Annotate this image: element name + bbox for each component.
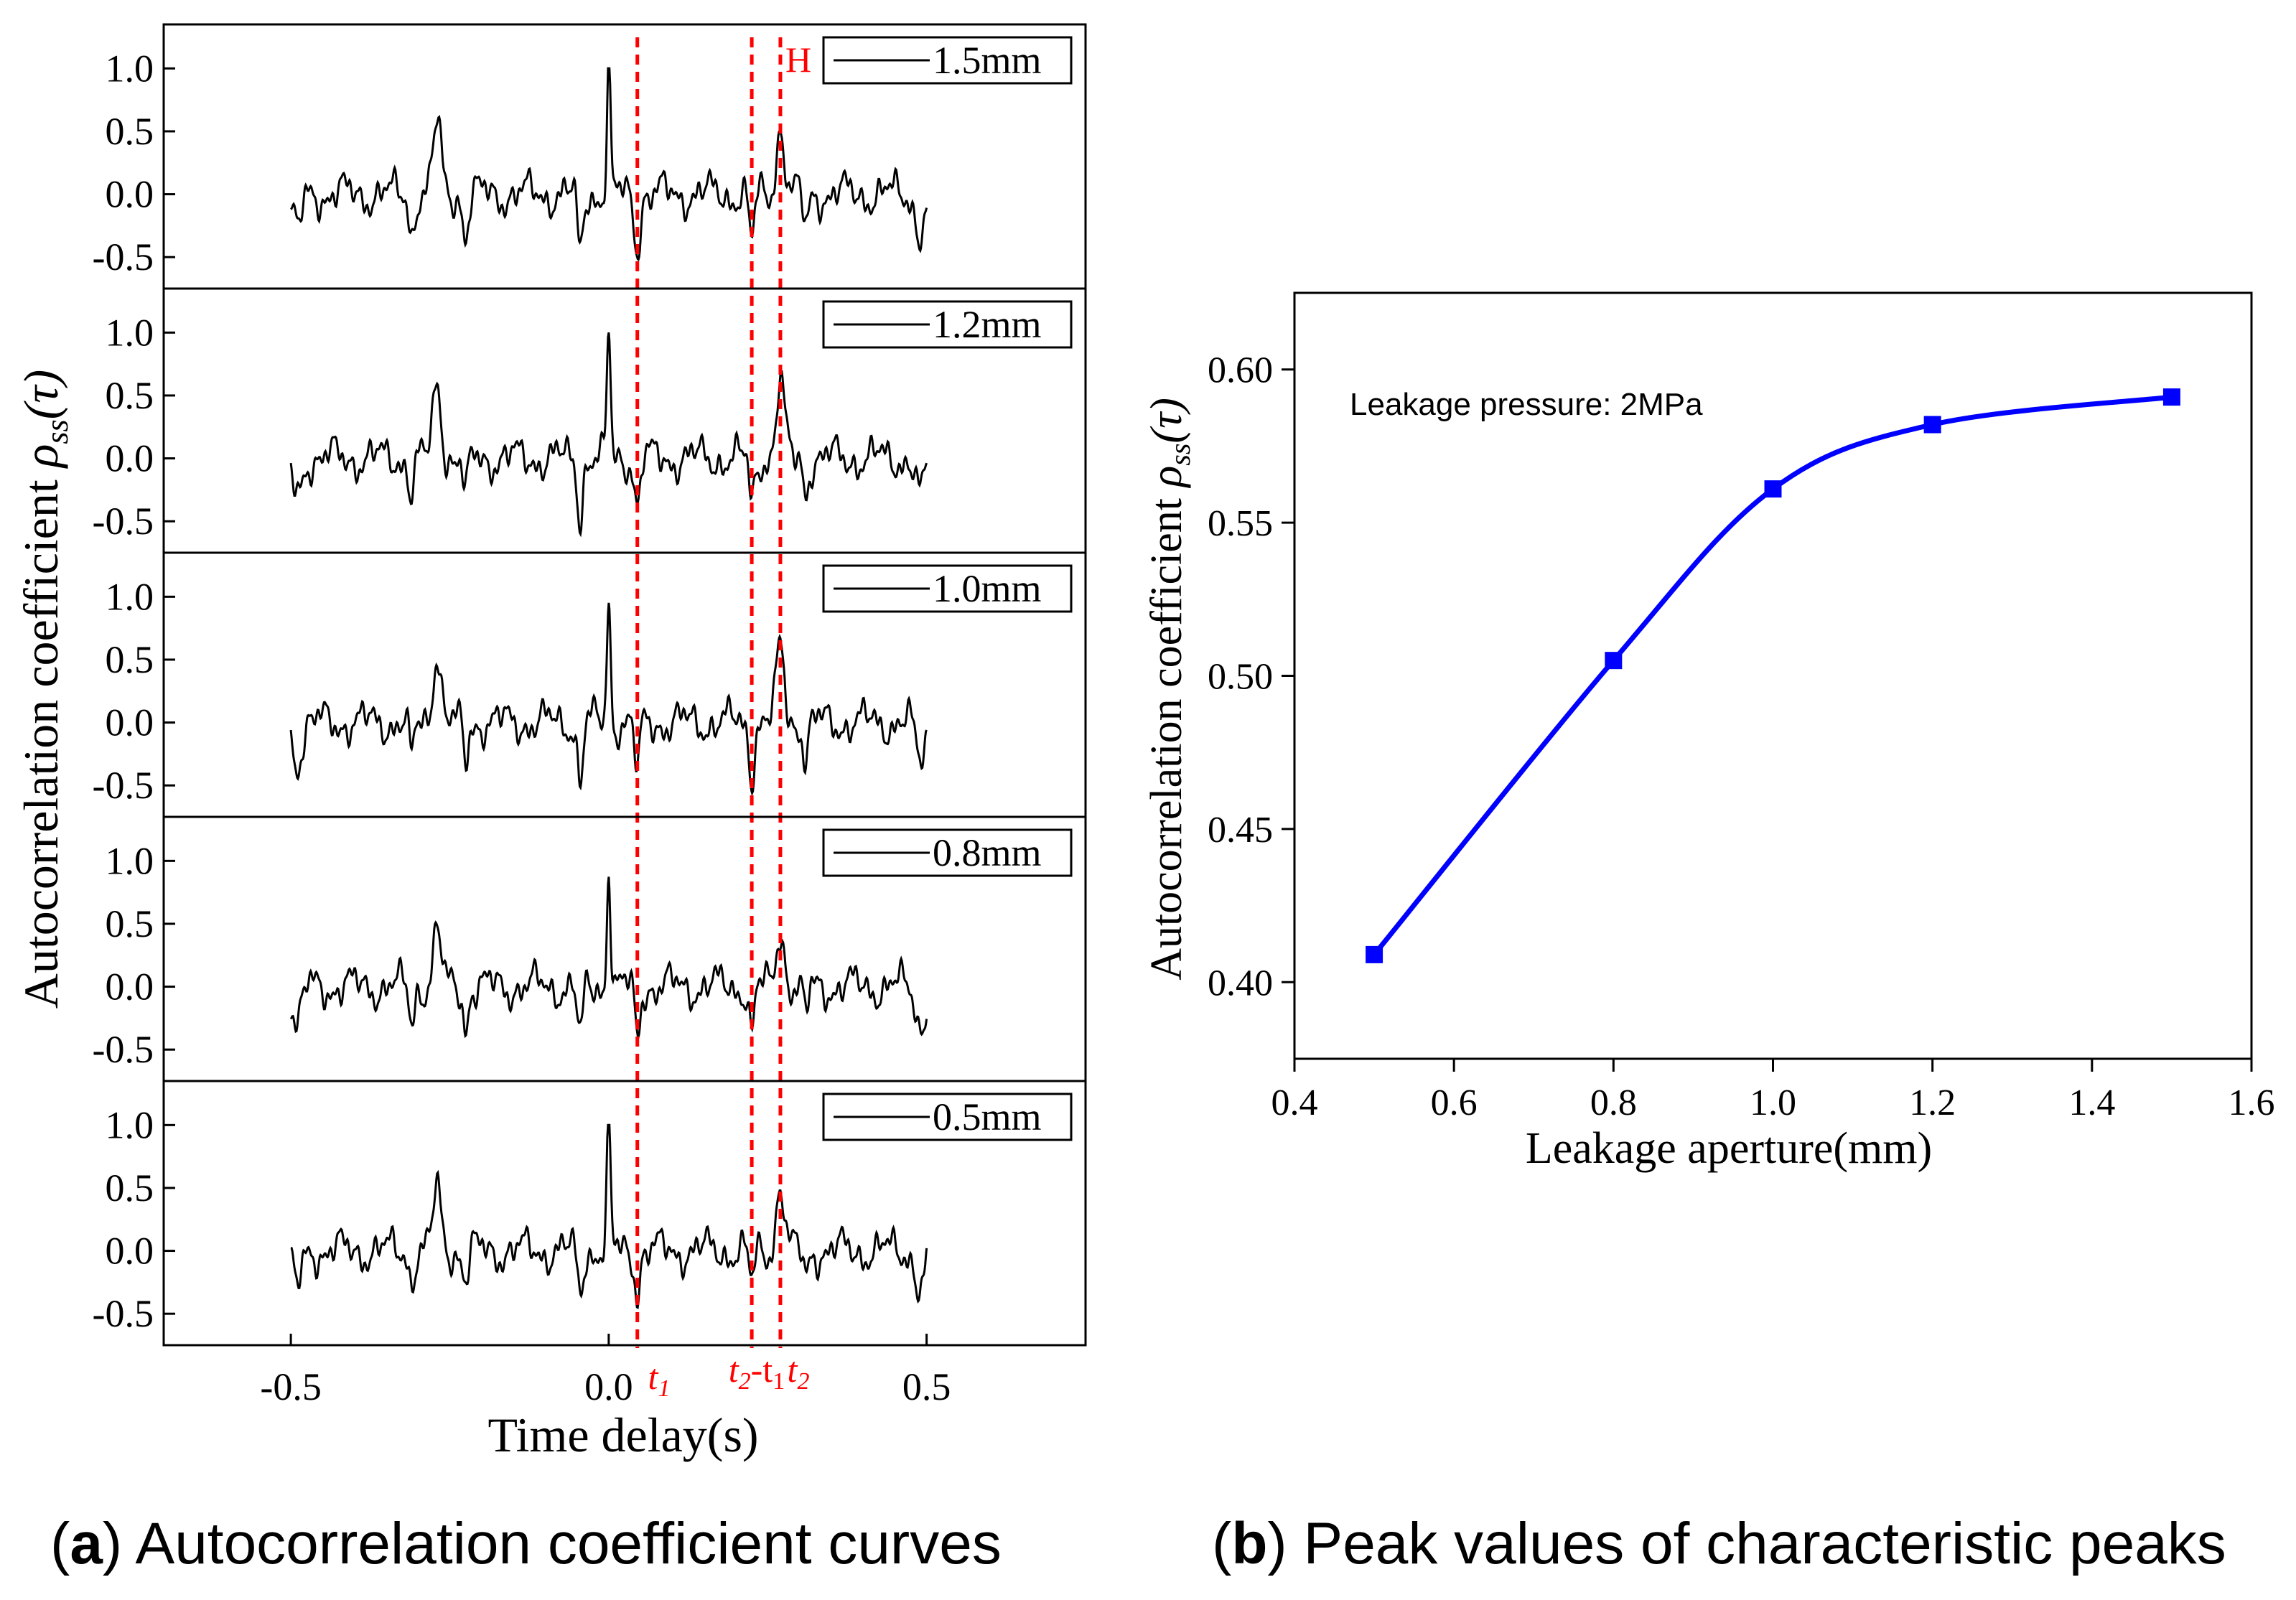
panel-b-y-tick-label: 0.45: [1208, 810, 1273, 851]
panel-b-point-0.8: [1605, 652, 1623, 670]
panel-a-y-ticks: -0.5 0.0 0.5 1.0 -0.5 0.0 0.5 1.0 -0.5 0.0 0.5 1.0 -…: [93, 47, 175, 1335]
panel-b-y-tick-label: 0.40: [1208, 963, 1273, 1003]
panel-a-y-tick-label: 1.0: [106, 311, 154, 354]
panel-b-x-tick-label: 1.0: [1750, 1082, 1796, 1123]
panel-a-y-tick-label: 0.0: [106, 173, 154, 216]
panel-b-series: [1366, 388, 2180, 963]
panel-a-frames: [162, 23, 1087, 1347]
panel-b-point-0.5: [1366, 945, 1383, 963]
panel-a-y-tick-label: 0.5: [106, 110, 154, 153]
panel-b-point-1: [1764, 480, 1782, 498]
panel-a-y-tick-label: 1.0: [106, 839, 154, 882]
panel-a-x-axis: -0.5 0.0 0.5: [260, 1334, 951, 1408]
panel-a-x-tick-label: -0.5: [260, 1365, 321, 1408]
peak-label-h: H: [785, 39, 811, 80]
panel-a-y-tick-label: 0.5: [106, 902, 154, 945]
panel-b-y-ticks: 0.40 0.45 0.50 0.55 0.60: [1208, 350, 1294, 1003]
panel-a-y-tick-label: 0.0: [106, 1230, 154, 1273]
panel-a-legend-label-1.2mm: 1.2mm: [933, 303, 1042, 346]
panel-a-x-tick-label: 0.0: [584, 1365, 633, 1408]
panel-a-legend-label-0.8mm: 0.8mm: [933, 831, 1042, 874]
marker-label-t2: t2: [788, 1349, 810, 1395]
panel-a-y-tick-label: -0.5: [93, 235, 154, 279]
panel-b-peak-values: 0.4 0.6 0.8 1.0 1.2 1.4 1.6 0.400.450.500.550.…: [1142, 291, 2275, 1173]
panel-a-frame-0.5mm: [162, 1080, 1087, 1347]
panel-b-x-tick-label: 0.4: [1271, 1082, 1318, 1123]
panel-a-legend-label-0.5mm: 0.5mm: [933, 1095, 1042, 1138]
panel-b-x-tick-label: 1.4: [2068, 1082, 2115, 1123]
panel-a-legend-label-1.5mm: 1.5mm: [933, 39, 1042, 82]
panel-a-y-tick-label: 0.5: [106, 374, 154, 417]
panel-b-point-1.2: [1923, 416, 1941, 434]
marker-label-t1: t1: [648, 1357, 671, 1402]
panel-a-x-tick-label: 0.5: [902, 1365, 951, 1408]
panel-b-x-axis-title: Leakage aperture(mm): [1526, 1124, 1932, 1173]
panel-a-curve-0.5mm: [290, 1123, 928, 1309]
panel-a-y-tick-label: 1.0: [106, 1103, 154, 1146]
panel-a-curve-1.2mm: [289, 332, 928, 538]
panel-a-x-axis-title: Time delay(s): [487, 1408, 758, 1462]
panel-a-y-tick-label: 0.5: [106, 1166, 154, 1210]
panel-a-legends: 1.5mm 1.2mm 1.0mm 0.8mm 0.5mm: [822, 36, 1073, 1141]
panel-a-curve-1.5mm: [290, 67, 928, 262]
caption-a: (a) Autocorrelation coefficient curves: [50, 1511, 1002, 1576]
panel-a-y-tick-label: -0.5: [93, 500, 154, 543]
panel-a-y-axis-title: Autocorrelation coefficient ρss(τ): [14, 370, 75, 1009]
panel-a-y-tick-label: 1.0: [106, 575, 154, 618]
panel-a-y-tick-label: 1.0: [106, 47, 154, 90]
panel-b-y-tick-label: 0.60: [1208, 350, 1273, 391]
panel-a-marker-lines: [635, 37, 783, 1348]
panel-a-legend-label-1.0mm: 1.0mm: [933, 567, 1042, 610]
panel-b-x-tick-label: 1.6: [2229, 1082, 2275, 1123]
panel-b-y-tick-label: 0.50: [1208, 657, 1273, 698]
panel-a-y-tick-label: 0.0: [106, 701, 154, 744]
marker-label-t2-minus-t1: t2-t1: [729, 1349, 785, 1395]
panel-a-y-tick-label: -0.5: [93, 1028, 154, 1071]
panel-b-x-tick-label: 0.8: [1590, 1082, 1637, 1123]
panel-b-x-tick-label: 1.2: [1909, 1082, 1956, 1123]
panel-a-curves-layer: [289, 67, 928, 1309]
panel-a-y-tick-label: 0.0: [106, 437, 154, 480]
panel-a-curve-0.8mm: [289, 876, 928, 1040]
panel-b-y-tick-label: 0.55: [1208, 503, 1273, 544]
panel-a-y-tick-label: 0.0: [106, 965, 154, 1009]
panel-a-autocorrelation-curves: -0.5 0.0 0.5 1.0 -0.5 0.0 0.5 1.0 -0.5 0.0 0.5 1.0 -…: [14, 23, 1087, 1462]
panel-a-y-tick-label: -0.5: [93, 1292, 154, 1335]
panel-b-y-axis-title: Autocorrelation coefficient ρss(τ): [1142, 398, 1196, 981]
panel-a-y-tick-label: 0.5: [106, 638, 154, 681]
panel-a-curve-1.0mm: [289, 602, 928, 797]
panel-b-annotation: Leakage pressure: 2MPa: [1350, 387, 1703, 422]
panel-b-x-tick-label: 0.6: [1431, 1082, 1478, 1123]
panel-b-series-line: [1372, 394, 2173, 957]
caption-b: (b) Peak values of characteristic peaks: [1212, 1511, 2226, 1576]
panel-b-point-1.5: [2162, 388, 2180, 406]
panel-a-y-tick-label: -0.5: [93, 764, 154, 807]
panel-b-x-ticks: 0.4 0.6 0.8 1.0 1.2 1.4 1.6: [1271, 1059, 2275, 1123]
